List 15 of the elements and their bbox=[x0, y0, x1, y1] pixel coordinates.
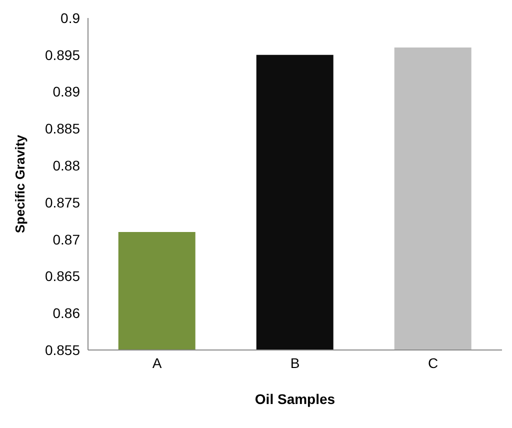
x-axis-title: Oil Samples bbox=[254, 391, 336, 407]
y-tick-label: 0.88 bbox=[52, 158, 80, 174]
x-tick-label: A bbox=[152, 354, 162, 371]
y-tick-label: 0.865 bbox=[44, 268, 80, 284]
y-tick-label: 0.86 bbox=[52, 305, 80, 322]
y-tick-label: 0.89 bbox=[52, 84, 80, 100]
y-axis-title: Specific Gravity bbox=[12, 134, 28, 234]
y-tick-label: 0.9 bbox=[60, 10, 80, 26]
y-tick-label: 0.895 bbox=[44, 46, 80, 63]
y-tick-label: 0.87 bbox=[52, 231, 80, 248]
x-tick-label: B bbox=[290, 354, 300, 371]
y-tick-label: 0.885 bbox=[44, 120, 80, 137]
y-tick-label: 0.855 bbox=[44, 342, 80, 358]
y-tick-label: 0.875 bbox=[44, 194, 80, 210]
x-tick-label: C bbox=[428, 354, 438, 371]
